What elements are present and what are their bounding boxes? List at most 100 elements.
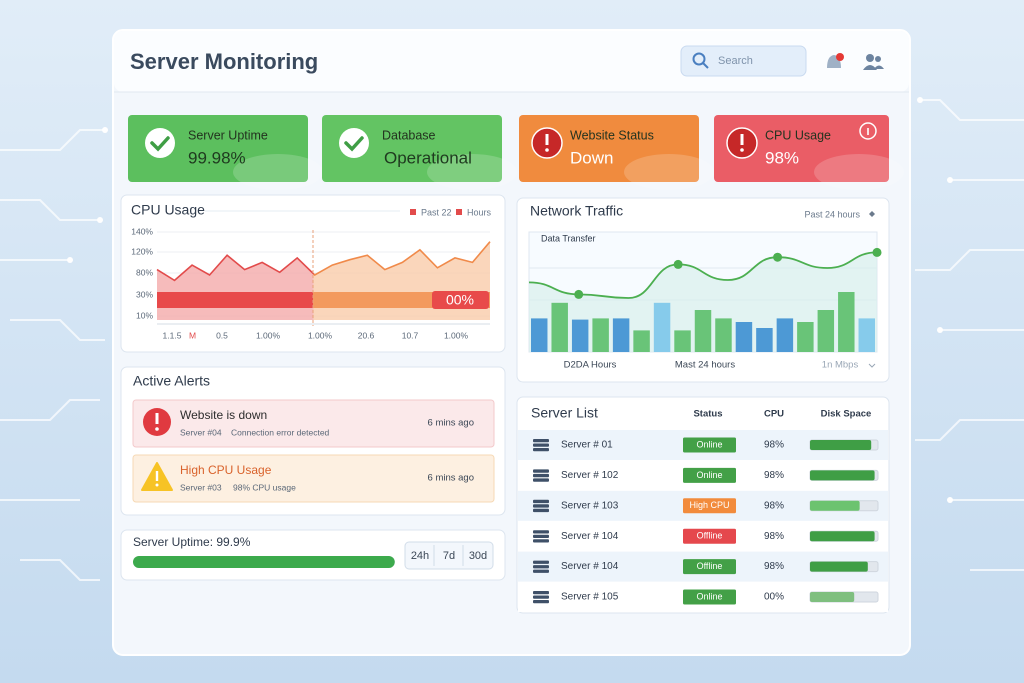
- traffic-bar: [531, 318, 548, 352]
- alert-server: Server #03: [180, 482, 222, 492]
- legend-label: Past 22: [421, 207, 452, 217]
- card-value: 99.98%: [188, 148, 246, 167]
- search-field[interactable]: [680, 45, 807, 77]
- disk-bar: [810, 500, 860, 511]
- circuit-decoration: [0, 97, 1024, 581]
- alert-detail: 98% CPU usage: [233, 482, 296, 492]
- server-name: Server # 01: [561, 440, 613, 451]
- status-badge: [683, 498, 736, 514]
- server-icon: [533, 499, 549, 504]
- traffic-line: [528, 251, 878, 299]
- uptime-bar: [133, 556, 395, 568]
- card-cloud: [624, 154, 714, 190]
- server-name: Server # 102: [561, 470, 619, 481]
- x-label: 10.7: [402, 330, 419, 340]
- legend-label: Hours: [467, 207, 492, 217]
- x-label: 0.5: [216, 330, 228, 340]
- range-label: Past 24 hours: [804, 209, 860, 219]
- server-icon: [533, 530, 549, 534]
- uptime-label: Server Uptime: 99.9%: [133, 535, 251, 549]
- cpu-text: 98%: [764, 531, 784, 542]
- alert-item[interactable]: [132, 454, 495, 503]
- traffic-bar: [797, 322, 814, 352]
- range-option[interactable]: 24h: [411, 550, 429, 562]
- y-label: 120%: [131, 246, 153, 256]
- alert-title: Website is down: [180, 408, 267, 422]
- status-text: Online: [696, 470, 722, 480]
- range-toggle[interactable]: [869, 211, 875, 217]
- status-card: [322, 115, 502, 182]
- users-button[interactable]: [863, 54, 884, 70]
- cpu-text: 00%: [764, 592, 784, 603]
- x-label: 1.00%: [256, 330, 281, 340]
- card-label: Website Status: [570, 128, 654, 142]
- y-label: 30%: [136, 289, 153, 299]
- alert-time: 6 mins ago: [428, 418, 474, 429]
- traffic-bar: [838, 292, 855, 352]
- alert-server: Server #04: [180, 427, 222, 437]
- status-text: Offline: [697, 531, 723, 541]
- warning-dot: [155, 483, 159, 487]
- cpu-text: 98%: [764, 470, 784, 481]
- card-value: Operational: [384, 148, 472, 167]
- server-icon: [533, 539, 549, 543]
- alert-mark: [155, 413, 159, 424]
- alert-mark: [545, 134, 549, 145]
- server-name: Server # 103: [561, 500, 619, 511]
- server-icon: [533, 534, 549, 538]
- traffic-bar: [858, 318, 875, 352]
- disk-bar: [810, 440, 872, 450]
- y-label: 140%: [131, 226, 153, 236]
- user-icon-head-2: [875, 56, 881, 62]
- y-label: 10%: [136, 310, 153, 320]
- x-label: 1.00%: [308, 330, 333, 340]
- info-icon[interactable]: [859, 122, 877, 140]
- card-cloud: [233, 154, 323, 190]
- traffic-bar: [571, 319, 589, 352]
- disk-bar: [810, 470, 875, 481]
- search-icon: [692, 52, 706, 66]
- server-icon: [533, 591, 549, 595]
- range-option[interactable]: 30d: [469, 550, 487, 562]
- alert-item[interactable]: [132, 399, 495, 448]
- notification-button[interactable]: [827, 53, 844, 68]
- bar-label: 00%: [446, 292, 474, 308]
- range-selector: [404, 541, 494, 570]
- card-label: CPU Usage: [765, 128, 831, 142]
- status-badge: [683, 437, 736, 453]
- status-card: [128, 115, 308, 182]
- server-name: Server # 104: [561, 531, 619, 542]
- server-icon: [533, 478, 549, 482]
- unit-toggle[interactable]: [868, 363, 876, 368]
- status-badge: [683, 589, 736, 605]
- traffic-bar: [612, 318, 630, 352]
- notification-dot: [836, 53, 844, 61]
- traffic-bar: [756, 328, 773, 352]
- search-box[interactable]: Search: [680, 45, 807, 77]
- card-cloud: [814, 154, 904, 190]
- cpu-text: 98%: [764, 500, 784, 511]
- alert-time: 6 mins ago: [428, 473, 474, 484]
- column-header: Status: [693, 409, 722, 420]
- card-label: Database: [382, 128, 436, 142]
- status-text: Offline: [697, 561, 723, 571]
- alert-dot: [155, 427, 159, 431]
- panel-title: CPU Usage: [131, 202, 205, 218]
- status-badge: [683, 559, 736, 575]
- range-option[interactable]: 7d: [443, 550, 455, 562]
- server-name: Server # 105: [561, 592, 619, 603]
- server-icon: [533, 439, 549, 443]
- traffic-point: [773, 252, 783, 262]
- legend-swatch: [410, 209, 416, 215]
- server-name: Server # 104: [561, 561, 619, 572]
- column-header: Disk Space: [821, 409, 872, 420]
- user-icon-body-2: [874, 65, 884, 69]
- status-text: Online: [696, 439, 722, 449]
- panel-title: Network Traffic: [530, 203, 623, 219]
- traffic-bar: [735, 322, 753, 352]
- user-icon-body: [863, 65, 877, 70]
- x-label: 1.00%: [444, 330, 469, 340]
- server-icon: [533, 560, 549, 564]
- card-value: Down: [570, 148, 613, 167]
